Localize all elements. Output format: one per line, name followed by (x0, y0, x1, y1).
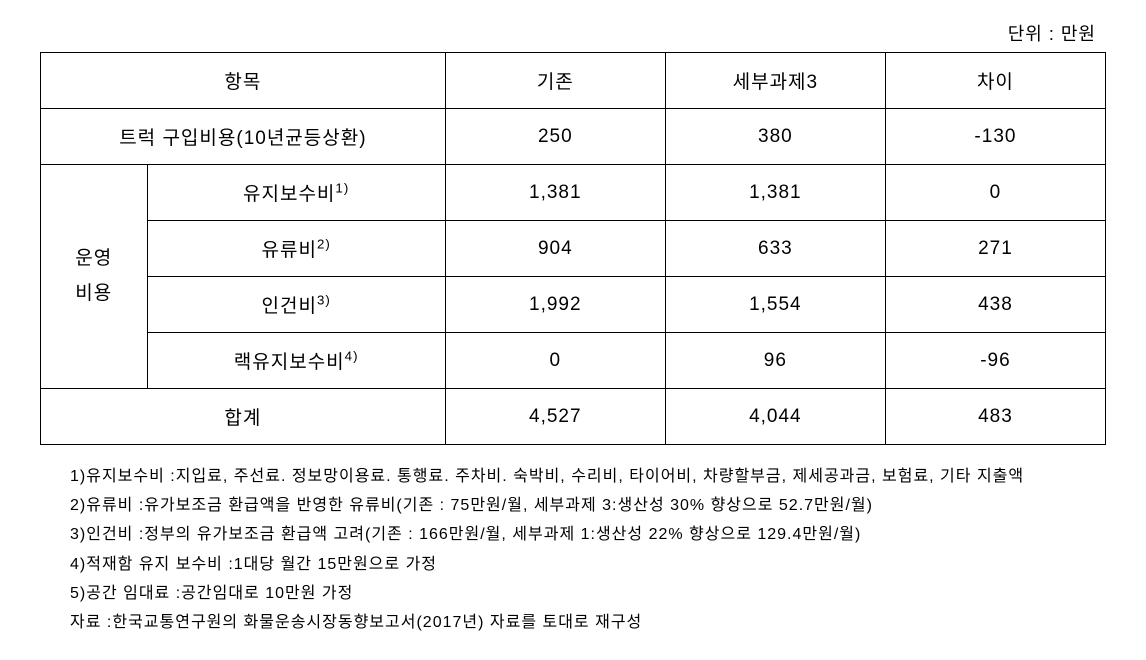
operating-row-fuel: 유류비2) 904 633 271 (41, 221, 1106, 277)
labor-diff: 438 (885, 277, 1105, 333)
footnote-3: 3) 인건비 : 정부의 유가보조금 환급액 고려(기존 : 166만원/월, … (70, 521, 1106, 548)
fuel-detailed: 633 (665, 221, 885, 277)
footnote-5: 5) 공간 임대료 : 공간임대로 10만원 가정 (70, 580, 1106, 607)
fn1-label: 유지보수비 : (86, 463, 176, 490)
maintenance-detailed: 1,381 (665, 165, 885, 221)
table-header-row: 항목 기존 세부과제3 차이 (41, 53, 1106, 109)
footnote-4: 4) 적재함 유지 보수비 : 1대당 월간 15만원으로 가정 (70, 551, 1106, 578)
purchase-diff: -130 (885, 109, 1105, 165)
maintenance-label: 유지보수비1) (147, 165, 445, 221)
fn3-text: 정부의 유가보조금 환급액 고려(기존 : 166만원/월, 세부과제 1:생산… (144, 521, 1106, 548)
fn5-num: 5) (70, 580, 86, 607)
operating-row-rack: 랙유지보수비4) 0 96 -96 (41, 333, 1106, 389)
unit-label: 단위 : 만원 (40, 20, 1106, 46)
fn-source-text: 한국교통연구원의 화물운송시장동향보고서(2017년) 자료를 토대로 재구성 (112, 609, 1106, 636)
purchase-cost-row: 트럭 구입비용(10년균등상환) 250 380 -130 (41, 109, 1106, 165)
purchase-detailed: 380 (665, 109, 885, 165)
operating-label-line1: 운영 (75, 248, 112, 269)
fn4-text: 1대당 월간 15만원으로 가정 (234, 551, 1106, 578)
fn4-num: 4) (70, 551, 86, 578)
total-label: 합계 (41, 389, 446, 445)
maintenance-diff: 0 (885, 165, 1105, 221)
maintenance-existing: 1,381 (445, 165, 665, 221)
fn1-text: 지입료, 주선료. 정보망이용료. 통행료. 주차비. 숙박비, 수리비, 타이… (176, 463, 1106, 490)
labor-label: 인건비3) (147, 277, 445, 333)
fuel-sup: 2) (317, 237, 331, 252)
header-detailed: 세부과제3 (665, 53, 885, 109)
total-row: 합계 4,527 4,044 483 (41, 389, 1106, 445)
total-diff: 483 (885, 389, 1105, 445)
footnote-2: 2) 유류비 : 유가보조금 환급액을 반영한 유류비(기존 : 75만원/월,… (70, 492, 1106, 519)
fuel-label: 유류비2) (147, 221, 445, 277)
operating-row-maintenance: 운영 비용 유지보수비1) 1,381 1,381 0 (41, 165, 1106, 221)
fn5-label: 공간 임대료 : (86, 580, 181, 607)
total-detailed: 4,044 (665, 389, 885, 445)
rack-label-text: 랙유지보수비 (234, 352, 345, 373)
footnotes-block: 1) 유지보수비 : 지입료, 주선료. 정보망이용료. 통행료. 주차비. 숙… (40, 463, 1106, 636)
purchase-label: 트럭 구입비용(10년균등상환) (41, 109, 446, 165)
operating-row-labor: 인건비3) 1,992 1,554 438 (41, 277, 1106, 333)
fn-source-num: 자료 : (70, 609, 112, 636)
fn3-label: 인건비 : (86, 521, 144, 548)
cost-comparison-table: 항목 기존 세부과제3 차이 트럭 구입비용(10년균등상환) 250 380 … (40, 52, 1106, 445)
footnote-1: 1) 유지보수비 : 지입료, 주선료. 정보망이용료. 통행료. 주차비. 숙… (70, 463, 1106, 490)
rack-existing: 0 (445, 333, 665, 389)
fuel-label-text: 유류비 (262, 240, 317, 261)
rack-label: 랙유지보수비4) (147, 333, 445, 389)
total-existing: 4,527 (445, 389, 665, 445)
maintenance-sup: 1) (335, 181, 349, 196)
rack-detailed: 96 (665, 333, 885, 389)
header-diff: 차이 (885, 53, 1105, 109)
labor-label-text: 인건비 (262, 296, 317, 317)
rack-sup: 4) (345, 349, 359, 364)
fn4-label: 적재함 유지 보수비 : (86, 551, 234, 578)
fn5-text: 공간임대로 10만원 가정 (181, 580, 1106, 607)
footnote-source: 자료 : 한국교통연구원의 화물운송시장동향보고서(2017년) 자료를 토대로… (70, 609, 1106, 636)
header-existing: 기존 (445, 53, 665, 109)
purchase-existing: 250 (445, 109, 665, 165)
maintenance-label-text: 유지보수비 (243, 184, 335, 205)
fuel-diff: 271 (885, 221, 1105, 277)
fn3-num: 3) (70, 521, 86, 548)
labor-sup: 3) (317, 293, 331, 308)
fn2-num: 2) (70, 492, 86, 519)
fn1-num: 1) (70, 463, 86, 490)
rack-diff: -96 (885, 333, 1105, 389)
fn2-label: 유류비 : (86, 492, 144, 519)
labor-detailed: 1,554 (665, 277, 885, 333)
operating-label-line2: 비용 (75, 283, 112, 304)
labor-existing: 1,992 (445, 277, 665, 333)
fuel-existing: 904 (445, 221, 665, 277)
header-item: 항목 (41, 53, 446, 109)
fn2-text: 유가보조금 환급액을 반영한 유류비(기존 : 75만원/월, 세부과제 3:생… (144, 492, 1106, 519)
operating-group-label: 운영 비용 (41, 165, 148, 389)
